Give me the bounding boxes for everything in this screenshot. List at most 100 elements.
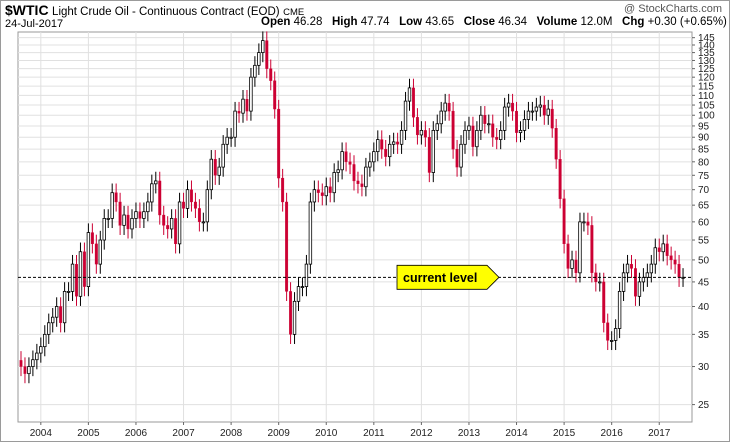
candle-down <box>90 232 94 245</box>
candle-up <box>376 139 380 153</box>
candle-up <box>459 143 463 168</box>
low-key: Low <box>399 16 423 28</box>
candle-up <box>185 189 190 209</box>
candle-up <box>546 108 550 116</box>
current-level-label: current level <box>403 271 477 285</box>
candle-down <box>673 259 677 265</box>
candle-up <box>209 158 213 191</box>
candle-down <box>316 189 320 193</box>
y-tick-label: 145 <box>698 33 715 44</box>
candle-down <box>273 80 277 110</box>
brand-label: @ StockCharts.com <box>624 3 722 15</box>
candle-up <box>598 281 602 284</box>
plot-area <box>17 31 693 423</box>
candle-up <box>39 346 43 354</box>
candle-down <box>455 149 459 168</box>
candle-up <box>467 125 471 131</box>
candle-down <box>423 130 427 138</box>
x-tick-label: 2012 <box>410 428 433 439</box>
y-tick-label: 25 <box>698 400 710 411</box>
x-tick-label: 2015 <box>553 428 576 439</box>
candle-up <box>205 189 210 223</box>
candle-up <box>35 352 39 361</box>
candle-up <box>364 166 368 188</box>
candle-down <box>574 259 578 273</box>
candle-up <box>229 136 233 139</box>
candle-up <box>102 218 106 241</box>
candle-down <box>606 322 610 341</box>
candle-down <box>590 225 594 273</box>
candle-up <box>538 104 543 108</box>
x-tick-label: 2007 <box>172 428 195 439</box>
candle-up <box>399 129 404 145</box>
candle-down <box>427 137 431 173</box>
candle-up <box>169 218 174 230</box>
y-tick-label: 30 <box>698 362 710 373</box>
candle-up <box>66 290 71 293</box>
x-tick-label: 2009 <box>268 428 291 439</box>
candle-up <box>498 129 503 140</box>
candle-down <box>677 263 681 278</box>
candle-up <box>177 201 182 245</box>
candle-up <box>27 366 31 375</box>
candle-down <box>630 263 633 269</box>
candle-down <box>542 104 546 116</box>
y-tick-label: 70 <box>698 185 710 196</box>
candle-up <box>78 251 83 297</box>
candle-down <box>669 255 673 261</box>
y-tick-label: 135 <box>698 48 715 59</box>
candle-up <box>43 333 47 348</box>
x-tick-label: 2006 <box>125 428 148 439</box>
candle-up <box>31 359 35 367</box>
candle-up <box>54 306 59 318</box>
candle-down <box>451 110 455 150</box>
candle-down <box>412 87 415 118</box>
candle-up <box>308 201 313 265</box>
chart-header: $WTIC Light Crude Oil - Continuous Contr… <box>5 2 304 18</box>
candle-down <box>396 141 400 145</box>
candle-up <box>130 218 134 230</box>
candle-down <box>586 221 590 226</box>
candle-up <box>86 232 91 287</box>
candle-up <box>641 276 646 283</box>
change-value: +0.30 (+0.65%) <box>647 16 727 28</box>
candle-up <box>217 166 221 176</box>
y-tick-label: 110 <box>698 91 714 102</box>
candle-down <box>344 151 348 162</box>
candle-down <box>94 243 98 265</box>
y-tick-label: 140 <box>698 41 715 52</box>
candle-down <box>174 218 178 245</box>
close-key: Close <box>463 16 496 28</box>
candle-down <box>328 186 332 193</box>
candle-down <box>356 180 360 184</box>
candle-up <box>443 102 447 112</box>
symbol-label: $WTIC <box>5 2 49 18</box>
high-value: 47.74 <box>360 16 390 28</box>
x-tick-label: 2013 <box>458 428 481 439</box>
y-tick-label: 35 <box>698 330 710 341</box>
y-tick-label: 60 <box>698 217 710 228</box>
candle-down <box>59 306 63 323</box>
x-tick-label: 2004 <box>30 428 53 439</box>
candle-up <box>439 110 443 125</box>
candle-down <box>495 137 499 140</box>
candle-down <box>558 159 562 199</box>
candle-down <box>193 201 197 209</box>
candle-down <box>447 102 451 112</box>
candle-up <box>637 281 642 297</box>
x-tick-label: 2008 <box>220 428 243 439</box>
y-tick-label: 115 <box>698 82 714 93</box>
candle-down <box>126 214 130 230</box>
candle-down <box>665 243 669 256</box>
candle-up <box>463 129 467 145</box>
candle-down <box>118 201 122 226</box>
candle-up <box>407 87 412 102</box>
candle-up <box>154 180 158 185</box>
candle-up <box>98 239 102 265</box>
candle-down <box>602 281 606 323</box>
candle-up <box>146 201 150 213</box>
x-tick-label: 2014 <box>505 428 528 439</box>
candle-up <box>506 102 511 108</box>
candle-down <box>75 263 78 297</box>
